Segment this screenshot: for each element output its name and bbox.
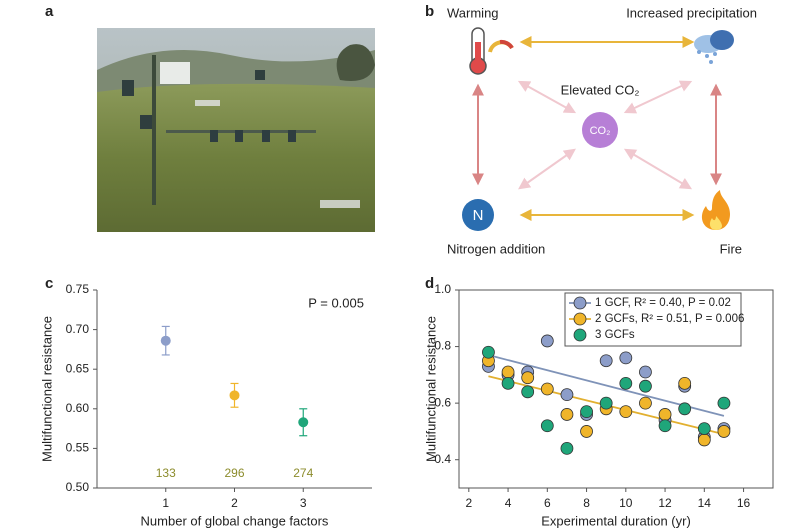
legend-marker [573, 312, 587, 326]
point [160, 335, 171, 346]
node-label: Increased precipitation [626, 5, 757, 20]
point [697, 422, 711, 436]
field-photo [97, 28, 375, 232]
co2-icon-label: CO₂ [590, 125, 611, 137]
y-tick-label: 0.75 [66, 282, 90, 296]
point [580, 425, 593, 438]
legend-marker [573, 328, 587, 342]
y-tick-label: 0.70 [66, 322, 90, 336]
point [229, 390, 240, 401]
node-label: Nitrogen addition [447, 241, 545, 256]
point [501, 376, 515, 390]
point [697, 433, 711, 447]
legend-marker [573, 296, 587, 310]
x-tick-label: 12 [658, 496, 672, 510]
arrow [518, 148, 576, 190]
nitrogen-icon [462, 199, 494, 231]
point [678, 402, 692, 416]
point [540, 419, 554, 433]
node-label: Fire [720, 241, 742, 256]
y-tick-label: 0.55 [66, 441, 90, 455]
x-tick-label: 3 [300, 496, 307, 510]
y-tick-label: 0.60 [66, 401, 90, 415]
fire-icon [701, 190, 730, 230]
x-axis-label: Experimental duration (yr) [541, 513, 691, 528]
x-tick-label: 16 [737, 496, 751, 510]
point [521, 385, 535, 399]
x-tick-label: 2 [231, 496, 238, 510]
plot-frame [458, 289, 774, 489]
panel-label: c [45, 275, 53, 292]
nitrogen-icon-label: N [473, 207, 484, 224]
point [658, 408, 672, 421]
annotation: P = 0.005 [308, 295, 364, 310]
point [717, 425, 731, 438]
point [560, 388, 574, 402]
point [599, 354, 613, 368]
diagram: CO₂ N Warming Increased precipitation El… [447, 5, 757, 256]
y-axis-label: Multifunctional resistance [423, 316, 438, 462]
count-label: 296 [224, 466, 244, 480]
point [639, 396, 652, 410]
point [298, 417, 309, 428]
arrow [517, 80, 577, 114]
point [580, 405, 593, 419]
arrow [623, 80, 693, 114]
panel-label: b [425, 3, 434, 20]
x-tick-label: 4 [505, 496, 512, 510]
node-label: Warming [447, 5, 499, 20]
y-tick-label: 0.8 [434, 339, 451, 353]
panel-label: a [45, 3, 54, 20]
rain-cloud-icon [694, 30, 734, 64]
legend-label: 2 GCFs, R² = 0.51, P = 0.006 [595, 313, 744, 325]
point [639, 365, 652, 379]
x-tick-label: 10 [619, 496, 633, 510]
y-tick-label: 0.65 [66, 361, 90, 375]
y-tick-label: 1.0 [434, 282, 451, 296]
point [599, 396, 613, 410]
y-axis-label: Multifunctional resistance [39, 316, 54, 462]
point [482, 345, 495, 359]
panel-label: d [425, 275, 434, 292]
node-label: Elevated CO₂ [561, 82, 640, 97]
x-axis-label: Number of global change factors [141, 513, 329, 528]
point [619, 405, 633, 419]
point [540, 382, 554, 396]
y-tick-label: 0.6 [434, 395, 451, 409]
legend-label: 3 GCFs [595, 329, 635, 341]
point [521, 371, 535, 385]
count-label: 274 [293, 466, 313, 480]
point [560, 441, 574, 455]
x-tick-label: 2 [465, 496, 472, 510]
point [678, 376, 692, 390]
point [717, 396, 731, 410]
thermometer-icon [469, 27, 514, 75]
x-tick-label: 6 [544, 496, 551, 510]
point [560, 408, 574, 421]
co2-icon [582, 112, 618, 148]
x-tick-label: 1 [162, 496, 169, 510]
y-tick-label: 0.4 [434, 452, 451, 466]
x-tick-label: 8 [583, 496, 590, 510]
count-label: 133 [156, 466, 176, 480]
legend-label: 1 GCF, R² = 0.40, P = 0.02 [595, 297, 731, 309]
point [619, 351, 633, 365]
point [540, 334, 554, 348]
point [501, 365, 515, 379]
x-tick-label: 14 [698, 496, 712, 510]
point [619, 376, 633, 390]
point [639, 379, 652, 393]
point [658, 419, 672, 433]
arrow [623, 148, 693, 190]
legend-box [564, 292, 742, 347]
y-tick-label: 0.50 [66, 480, 90, 494]
